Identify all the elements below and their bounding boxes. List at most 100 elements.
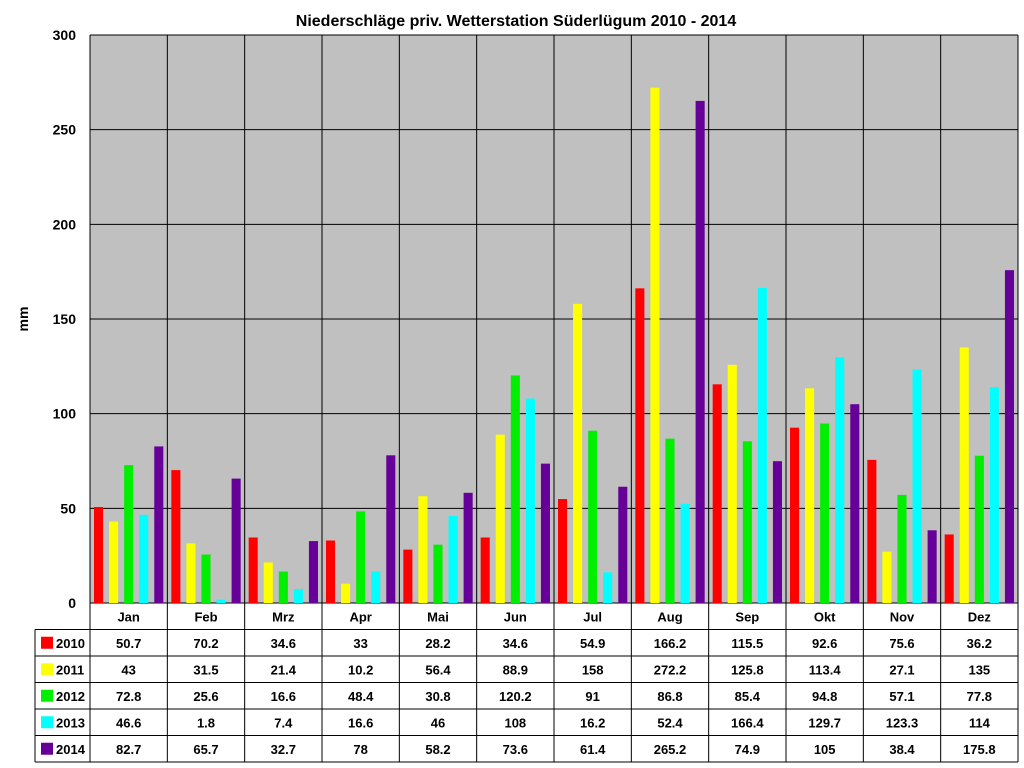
- x-tick-label: Okt: [814, 609, 836, 624]
- bar-2010-Dez: [944, 534, 954, 603]
- x-tick-label: Sep: [735, 609, 759, 624]
- data-label: 56.4: [425, 662, 451, 677]
- x-tick-label: Apr: [349, 609, 371, 624]
- bar-2010-Feb: [171, 470, 181, 603]
- data-label: 272.2: [654, 662, 687, 677]
- bar-2013-Apr: [371, 571, 381, 603]
- bar-2014-Mrz: [308, 541, 318, 603]
- bar-2013-Sep: [757, 287, 767, 603]
- data-label: 72.8: [116, 689, 141, 704]
- data-label: 92.6: [812, 636, 837, 651]
- data-label: 114: [969, 715, 991, 730]
- bar-2014-Okt: [850, 404, 860, 603]
- x-tick-label: Mrz: [272, 609, 295, 624]
- legend-swatch-2011: [41, 663, 53, 676]
- bar-2012-Mai: [433, 544, 443, 603]
- data-label: 16.6: [348, 715, 373, 730]
- bar-2014-Feb: [231, 478, 241, 603]
- bar-2010-Okt: [790, 427, 800, 603]
- x-tick-label: Jul: [583, 609, 602, 624]
- data-label: 38.4: [889, 742, 915, 757]
- bar-2012-Sep: [742, 441, 752, 603]
- data-label: 33: [353, 636, 367, 651]
- chart-title: Niederschläge priv. Wetterstation Süderl…: [296, 13, 737, 30]
- bar-2012-Nov: [897, 494, 907, 603]
- bar-2014-Mai: [463, 492, 473, 603]
- y-tick-label: 300: [53, 27, 77, 43]
- data-label: 27.1: [889, 662, 914, 677]
- data-label: 265.2: [654, 742, 687, 757]
- bar-2012-Okt: [820, 423, 830, 603]
- x-tick-label: Feb: [194, 609, 217, 624]
- y-tick-label: 250: [53, 122, 77, 138]
- y-axis-label: mm: [15, 307, 31, 332]
- bar-2011-Nov: [882, 551, 892, 603]
- data-label: 86.8: [657, 689, 682, 704]
- data-label: 16.2: [580, 715, 605, 730]
- data-label: 91: [585, 689, 599, 704]
- bar-2014-Aug: [695, 100, 705, 603]
- bar-2014-Jun: [540, 463, 550, 603]
- bar-2014-Jan: [154, 446, 164, 603]
- bar-2013-Jan: [139, 514, 149, 603]
- bar-2010-Mrz: [248, 537, 258, 603]
- data-label: 175.8: [963, 742, 996, 757]
- data-label: 57.1: [889, 689, 914, 704]
- bar-2013-Jun: [525, 398, 535, 603]
- data-label: 115.5: [731, 636, 763, 651]
- x-tick-label: Aug: [657, 609, 682, 624]
- data-label: 94.8: [812, 689, 837, 704]
- data-label: 166.2: [654, 636, 687, 651]
- data-label: 36.2: [967, 636, 992, 651]
- data-label: 46: [431, 715, 445, 730]
- data-label: 16.6: [271, 689, 296, 704]
- data-label: 158: [582, 662, 604, 677]
- x-tick-label: Jan: [117, 609, 139, 624]
- bar-2014-Apr: [386, 455, 396, 603]
- bar-2012-Feb: [201, 554, 211, 603]
- data-label: 31.5: [193, 662, 218, 677]
- bar-2014-Nov: [927, 530, 937, 603]
- data-label: 34.6: [503, 636, 528, 651]
- bar-2014-Dez: [1004, 270, 1014, 603]
- bar-2010-Aug: [635, 288, 645, 603]
- data-label: 61.4: [580, 742, 606, 757]
- data-label: 85.4: [735, 689, 761, 704]
- bar-2013-Mai: [448, 515, 458, 603]
- data-label: 125.8: [731, 662, 764, 677]
- data-label: 77.8: [967, 689, 992, 704]
- bar-2014-Sep: [772, 461, 782, 603]
- data-label: 7.4: [274, 715, 293, 730]
- data-label: 135: [968, 662, 990, 677]
- data-label: 48.4: [348, 689, 374, 704]
- bar-2012-Mrz: [278, 571, 288, 603]
- data-label: 28.2: [425, 636, 450, 651]
- data-label: 54.9: [580, 636, 605, 651]
- bar-2013-Nov: [912, 369, 922, 603]
- data-label: 65.7: [193, 742, 218, 757]
- y-tick-label: 150: [53, 311, 77, 327]
- bar-2011-Mrz: [263, 562, 273, 603]
- bar-2010-Apr: [326, 540, 336, 603]
- bar-2010-Mai: [403, 549, 413, 603]
- bar-2011-Mai: [418, 496, 428, 603]
- data-label: 21.4: [271, 662, 297, 677]
- bar-2010-Jun: [480, 537, 490, 603]
- bar-2012-Dez: [974, 455, 984, 603]
- data-label: 75.6: [889, 636, 914, 651]
- data-label: 30.8: [425, 689, 450, 704]
- legend-label: 2013: [56, 715, 85, 730]
- data-label: 52.4: [657, 715, 683, 730]
- bar-2011-Aug: [650, 87, 660, 604]
- bar-2012-Jun: [510, 375, 520, 603]
- data-label: 10.2: [348, 662, 373, 677]
- bar-2011-Jul: [573, 303, 583, 603]
- bar-2012-Jul: [588, 430, 598, 603]
- bar-2011-Sep: [727, 364, 737, 603]
- bar-2013-Okt: [835, 357, 845, 603]
- bar-2012-Jan: [124, 465, 134, 603]
- y-tick-label: 200: [53, 216, 77, 232]
- x-tick-label: Jun: [504, 609, 527, 624]
- bar-2010-Jan: [94, 507, 104, 603]
- data-label: 58.2: [425, 742, 450, 757]
